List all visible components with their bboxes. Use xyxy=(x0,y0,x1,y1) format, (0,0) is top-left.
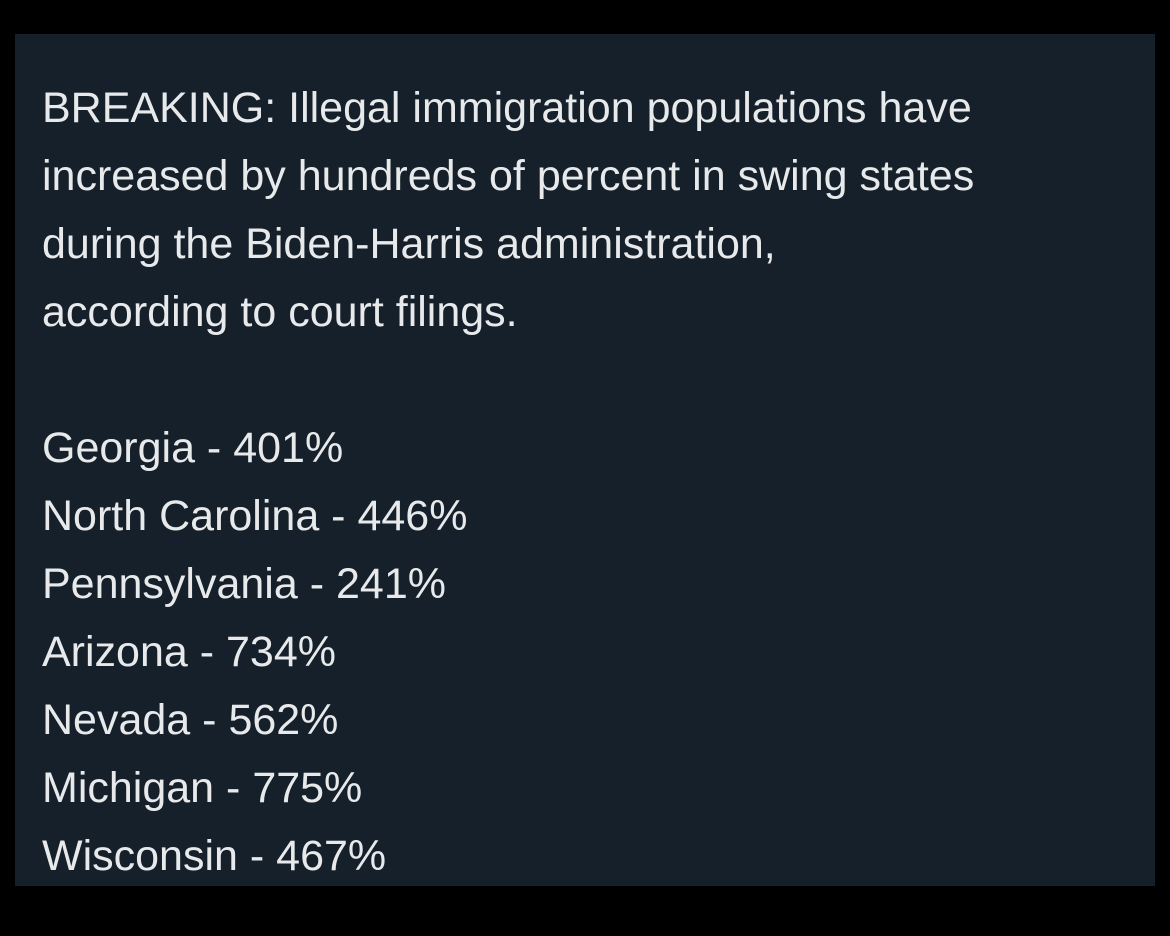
stat-value: 401% xyxy=(233,424,344,472)
tweet-card: BREAKING: Illegal immigration population… xyxy=(15,34,1155,886)
stat-value: 467% xyxy=(276,832,387,880)
state-stats-list: Georgia - 401% North Carolina - 446% Pen… xyxy=(42,414,1155,890)
headline-line-3: during the Biden-Harris administration, xyxy=(42,220,776,268)
stat-value: 562% xyxy=(228,696,339,744)
stat-georgia: Georgia - 401% xyxy=(42,414,1155,482)
stat-value: 241% xyxy=(336,560,446,608)
stat-value: 734% xyxy=(226,628,336,676)
stat-separator: - xyxy=(187,628,227,676)
headline-line-4: according to court filings. xyxy=(42,288,518,336)
stat-arizona: Arizona - 734% xyxy=(42,618,1155,686)
stat-pennsylvania: Pennsylvania - 241% xyxy=(42,550,1155,618)
stat-state: Wisconsin xyxy=(42,832,238,880)
headline-line-1: BREAKING: Illegal immigration population… xyxy=(42,84,972,132)
paragraph-spacer xyxy=(42,346,1155,414)
stat-separator: - xyxy=(319,492,358,540)
stat-separator: - xyxy=(237,832,277,880)
stat-separator: - xyxy=(297,560,336,608)
stat-north-carolina: North Carolina - 446% xyxy=(42,482,1155,550)
stat-value: 775% xyxy=(252,764,363,812)
stat-state: North Carolina xyxy=(42,492,320,540)
headline-line-2: increased by hundreds of percent in swin… xyxy=(42,152,975,200)
stat-wisconsin: Wisconsin - 467% xyxy=(42,822,1155,890)
stat-separator: - xyxy=(214,764,253,812)
stat-state: Michigan xyxy=(42,764,215,812)
stat-separator: - xyxy=(190,696,229,744)
stat-state: Georgia xyxy=(42,424,195,472)
stat-state: Pennsylvania xyxy=(42,560,298,608)
stat-value: 446% xyxy=(357,492,468,540)
tweet-headline: BREAKING: Illegal immigration population… xyxy=(42,74,1155,346)
stat-separator: - xyxy=(194,424,234,472)
stat-michigan: Michigan - 775% xyxy=(42,754,1155,822)
stat-nevada: Nevada - 562% xyxy=(42,686,1155,754)
stat-state: Nevada xyxy=(42,696,191,744)
stat-state: Arizona xyxy=(42,628,188,676)
